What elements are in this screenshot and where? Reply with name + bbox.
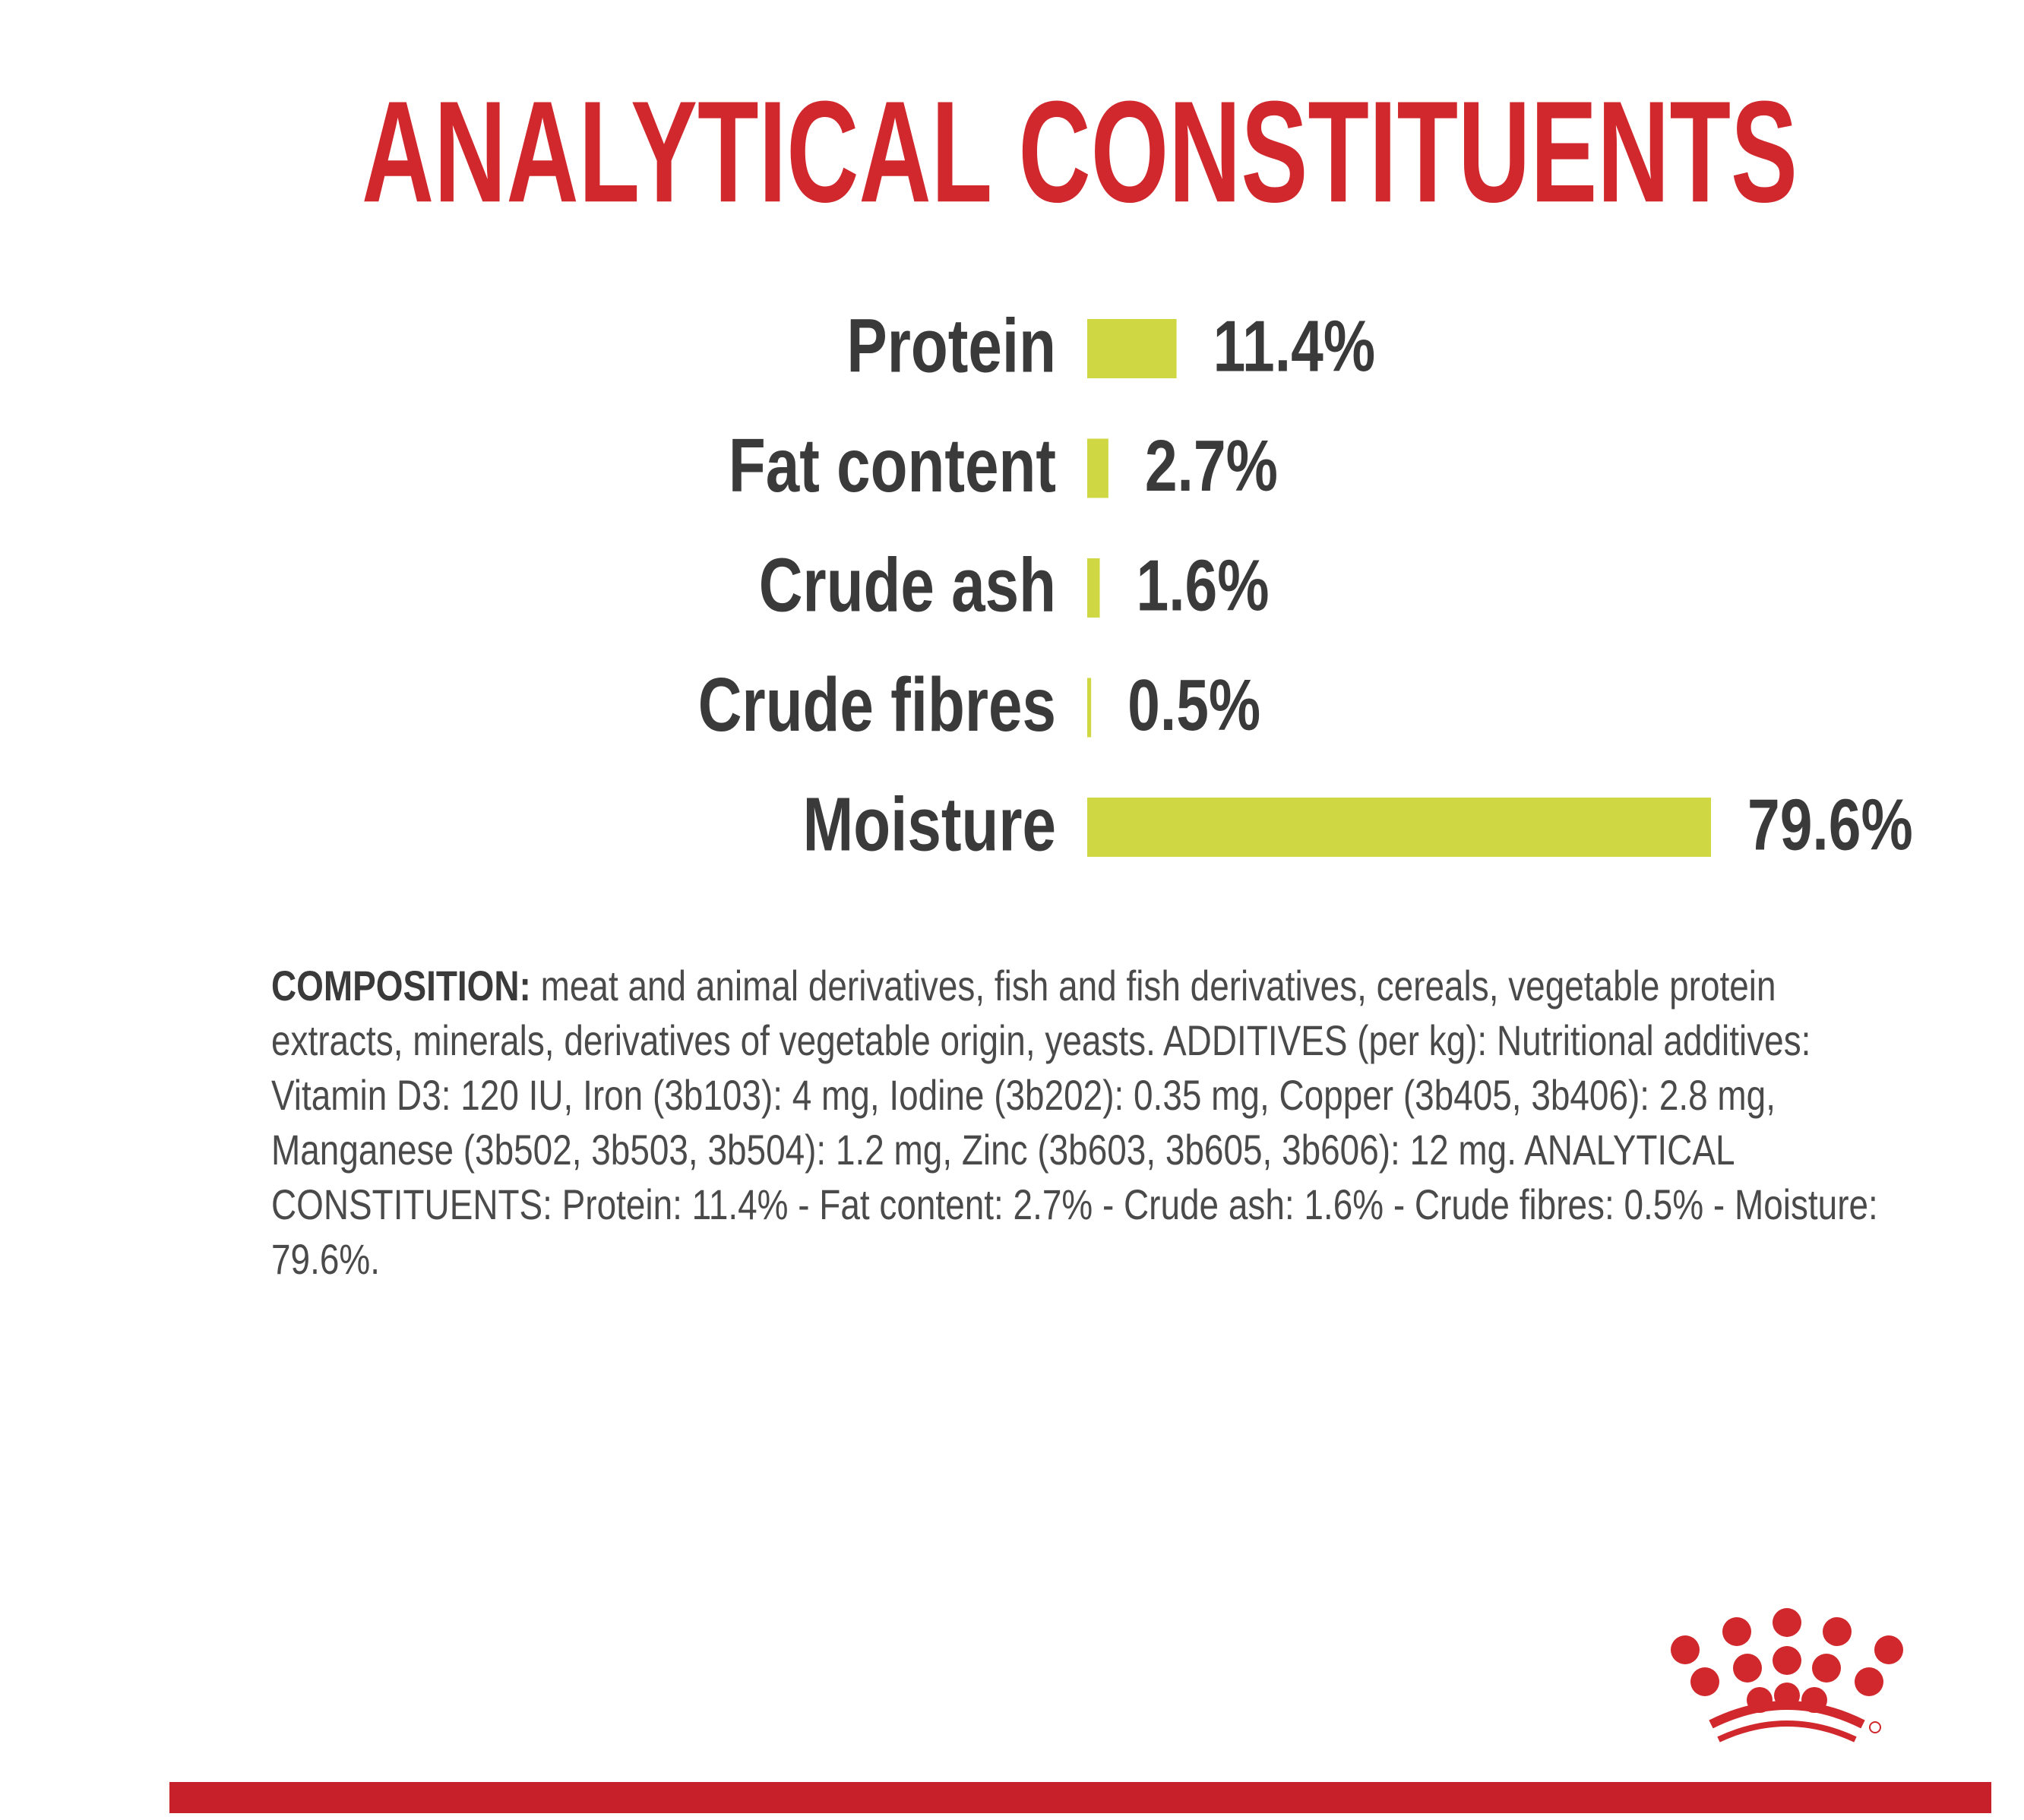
bar xyxy=(1087,678,1092,738)
category-label: Fat content xyxy=(729,423,1056,508)
category-label: Protein xyxy=(846,303,1056,388)
value-label: 0.5% xyxy=(1127,665,1260,746)
logo xyxy=(1671,1608,1903,1743)
chart-title: ANALYTICAL CONSTITUENTS xyxy=(362,71,1798,232)
value-label: 1.6% xyxy=(1137,545,1270,626)
composition-text: meat and animal derivatives, fish and fi… xyxy=(271,962,1878,1283)
category-label: Crude fibres xyxy=(698,662,1056,747)
value-label: 79.6% xyxy=(1747,784,1913,865)
bar xyxy=(1087,798,1711,857)
composition-label: COMPOSITION: xyxy=(271,962,531,1010)
bar xyxy=(1087,438,1108,498)
bar xyxy=(1087,319,1177,378)
composition: COMPOSITION: meat and animal derivatives… xyxy=(271,959,1885,1287)
footer-bar xyxy=(169,1782,1991,1813)
bar xyxy=(1087,558,1100,618)
value-label: 2.7% xyxy=(1145,425,1278,507)
value-label: 11.4% xyxy=(1213,305,1376,387)
category-label: Crude ash xyxy=(759,542,1056,627)
category-label: Moisture xyxy=(803,782,1056,867)
